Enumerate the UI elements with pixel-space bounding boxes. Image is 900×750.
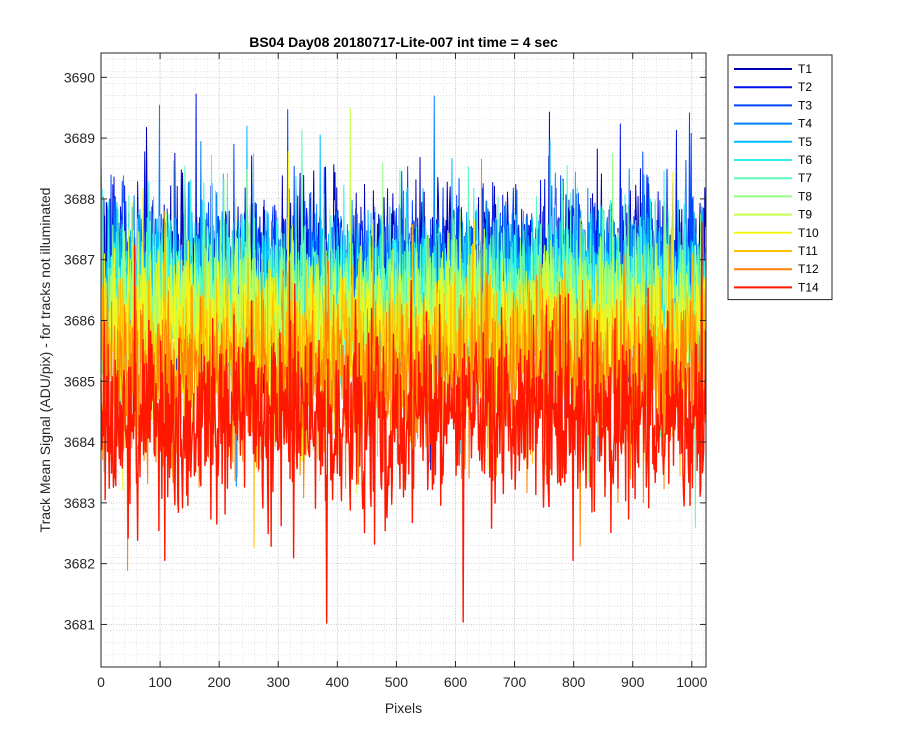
x-tick-label: 800 <box>562 674 586 690</box>
legend-label-t11: T11 <box>798 244 818 258</box>
y-tick-label: 3681 <box>64 616 95 632</box>
x-axis-label: Pixels <box>385 700 422 716</box>
legend-label-t2: T2 <box>798 80 812 94</box>
legend-label-t1: T1 <box>798 62 812 76</box>
legend-label-t6: T6 <box>798 153 812 167</box>
series-lines <box>100 93 707 624</box>
x-tick-label: 400 <box>326 674 350 690</box>
x-tick-label: 100 <box>148 674 172 690</box>
legend: T1 T2 T3 T4 T5 T6 T7 T8 T9 T10 T11 T12 T14 <box>727 54 833 301</box>
y-tick-label: 3688 <box>64 191 95 207</box>
x-tick-label: 700 <box>503 674 527 690</box>
y-tick-label: 3689 <box>64 130 95 146</box>
ticks: 0 100 200 300 400 500 600 700 800 900 1000 3681 3682… <box>64 53 708 690</box>
chart-title: BS04 Day08 20180717-Lite-007 int time = … <box>249 34 558 50</box>
x-tick-label: 1000 <box>676 674 707 690</box>
legend-label-t12: T12 <box>798 262 819 276</box>
legend-label-t7: T7 <box>798 171 812 185</box>
x-tick-label: 200 <box>207 674 231 690</box>
series-line-t14 <box>100 221 707 624</box>
axes-box <box>100 52 707 668</box>
y-tick-label: 3690 <box>64 69 95 85</box>
x-tick-label: 900 <box>621 674 645 690</box>
legend-label-t4: T4 <box>798 117 812 131</box>
legend-label-t14: T14 <box>798 280 819 294</box>
y-tick-label: 3683 <box>64 495 95 511</box>
y-axis-label: Track Mean Signal (ADU/pix) - for tracks… <box>37 188 53 533</box>
y-tick-label: 3686 <box>64 312 95 328</box>
legend-label-t3: T3 <box>798 98 812 112</box>
legend-label-t10: T10 <box>798 226 819 240</box>
y-tick-label: 3682 <box>64 556 95 572</box>
y-tick-label: 3684 <box>64 434 95 450</box>
legend-label-t5: T5 <box>798 135 812 149</box>
y-tick-label: 3685 <box>64 373 95 389</box>
x-tick-label: 600 <box>444 674 468 690</box>
x-tick-label: 300 <box>267 674 291 690</box>
legend-label-t9: T9 <box>798 208 812 222</box>
x-tick-label: 500 <box>385 674 409 690</box>
legend-label-t8: T8 <box>798 189 812 203</box>
x-tick-label: 0 <box>97 674 105 690</box>
y-tick-label: 3687 <box>64 252 95 268</box>
